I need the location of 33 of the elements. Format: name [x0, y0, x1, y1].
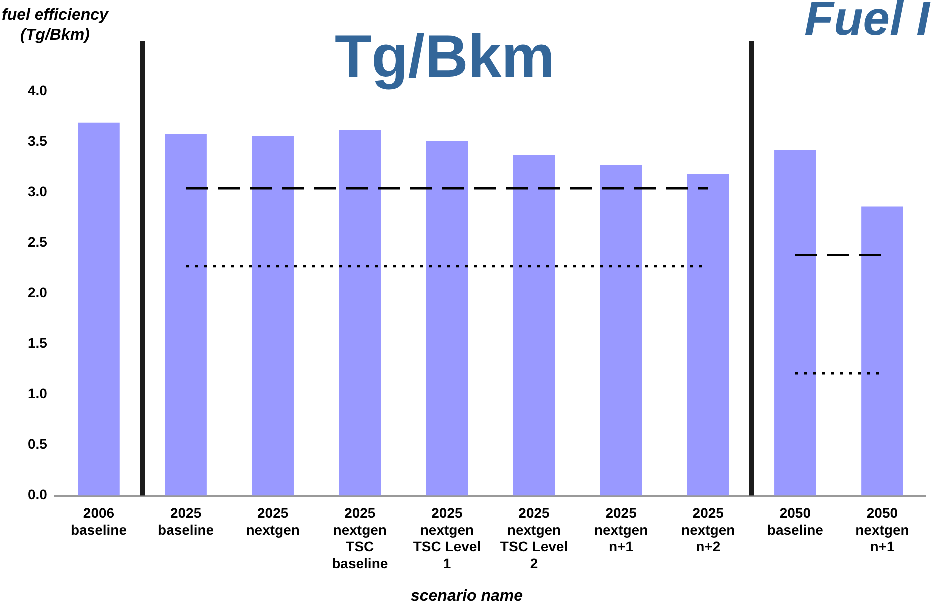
x-tick-label: 2025 nextgen TSC Level 2 — [500, 505, 568, 572]
chart-title: Tg/Bkm — [334, 22, 556, 91]
bar — [165, 134, 207, 496]
bar — [600, 165, 642, 496]
y-tick-label: 4.0 — [28, 82, 48, 98]
x-tick-label: 2050 baseline — [767, 505, 824, 538]
x-tick-label: 2050 nextgen n+1 — [856, 505, 910, 555]
x-tick-label: 2025 nextgen — [246, 505, 300, 538]
bar — [78, 122, 120, 496]
x-tick-label: 2025 nextgen n+1 — [594, 505, 648, 555]
x-tick-label: 2025 nextgen TSC Level 1 — [413, 505, 482, 572]
y-tick-label: 0.0 — [28, 486, 48, 503]
y-tick-label: 0.5 — [28, 436, 48, 452]
bar — [252, 136, 294, 496]
annotation: Fuel I — [804, 0, 930, 47]
bar — [513, 155, 556, 496]
y-tick-label: 3.0 — [28, 183, 48, 200]
y-tick-label: 2.5 — [28, 234, 48, 250]
y-tick-label: 2.0 — [28, 284, 48, 301]
bar — [687, 174, 730, 496]
x-tick-label: 2025 baseline — [158, 505, 214, 538]
bar — [339, 130, 382, 496]
bar — [426, 141, 468, 496]
bar — [862, 206, 904, 496]
y-tick-label: 1.0 — [28, 386, 48, 402]
y-axis-title: fuel efficiency (Tg/Bkm) — [2, 6, 108, 46]
x-tick-label: 2025 nextgen n+2 — [682, 505, 736, 555]
y-tick-label: 1.5 — [28, 335, 48, 352]
bar — [774, 150, 816, 496]
y-tick-label: 3.5 — [28, 132, 48, 149]
x-axis-title: scenario name — [410, 588, 524, 606]
x-tick-label: 2025 nextgen TSC baseline — [332, 505, 388, 572]
x-tick-label: 2006 baseline — [70, 505, 128, 538]
